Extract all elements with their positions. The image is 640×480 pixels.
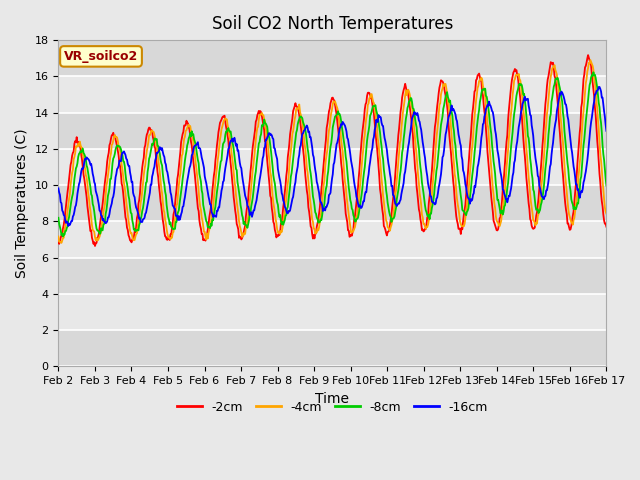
Bar <box>58 40 606 76</box>
Bar <box>58 294 606 330</box>
Y-axis label: Soil Temperatures (C): Soil Temperatures (C) <box>15 129 29 278</box>
Bar <box>58 221 606 258</box>
Bar <box>58 330 606 366</box>
Bar <box>58 185 606 221</box>
Text: VR_soilco2: VR_soilco2 <box>64 50 138 63</box>
Bar <box>58 76 606 113</box>
Bar <box>58 113 606 149</box>
X-axis label: Time: Time <box>316 392 349 406</box>
Bar <box>58 149 606 185</box>
Bar <box>58 258 606 294</box>
Title: Soil CO2 North Temperatures: Soil CO2 North Temperatures <box>212 15 453 33</box>
Legend: -2cm, -4cm, -8cm, -16cm: -2cm, -4cm, -8cm, -16cm <box>172 396 493 419</box>
